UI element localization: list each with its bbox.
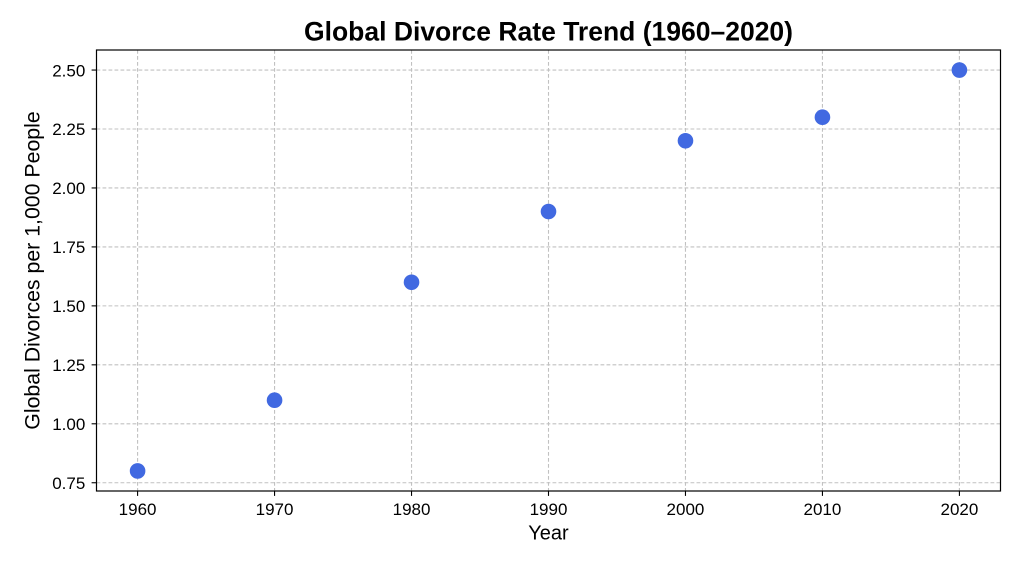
svg-text:2.25: 2.25 [52, 120, 85, 139]
svg-text:1980: 1980 [393, 500, 431, 519]
svg-text:2010: 2010 [804, 500, 842, 519]
svg-text:1960: 1960 [119, 500, 157, 519]
svg-text:Global Divorce Rate Trend (196: Global Divorce Rate Trend (1960–2020) [304, 17, 793, 47]
svg-text:1970: 1970 [256, 500, 294, 519]
svg-text:1.00: 1.00 [52, 415, 85, 434]
svg-text:1.25: 1.25 [52, 356, 85, 375]
svg-text:1990: 1990 [530, 500, 568, 519]
svg-text:2.50: 2.50 [52, 61, 85, 80]
svg-text:0.75: 0.75 [52, 474, 85, 493]
svg-text:2020: 2020 [940, 500, 978, 519]
svg-text:2.00: 2.00 [52, 179, 85, 198]
svg-text:Year: Year [528, 523, 569, 545]
svg-text:1.75: 1.75 [52, 238, 85, 257]
svg-text:1.50: 1.50 [52, 297, 85, 316]
svg-text:2000: 2000 [667, 500, 705, 519]
svg-text:Global Divorces per 1,000 Peop: Global Divorces per 1,000 People [21, 111, 45, 429]
